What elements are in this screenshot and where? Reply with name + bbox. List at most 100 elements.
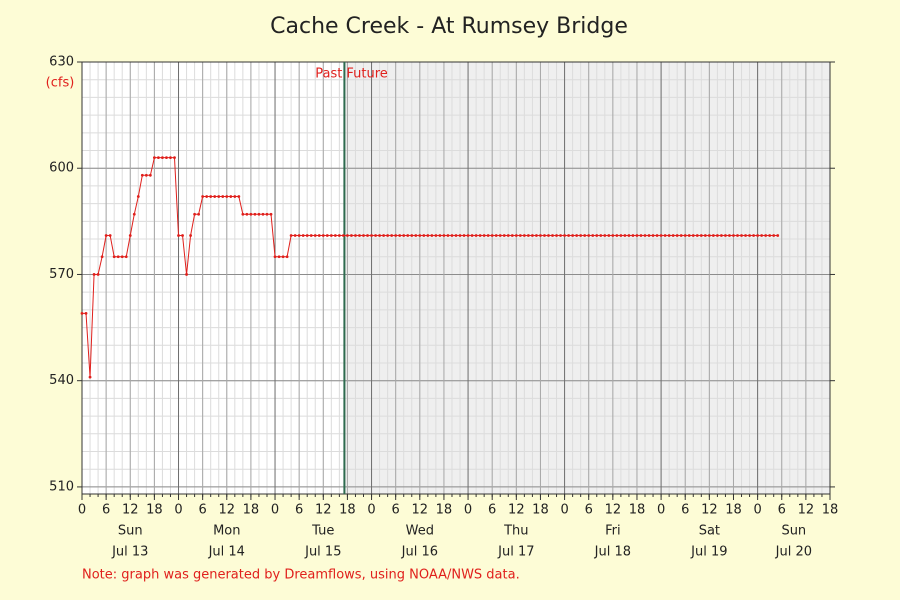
data-point	[715, 234, 719, 237]
data-point	[695, 234, 699, 237]
data-point	[522, 234, 526, 237]
data-point	[185, 273, 188, 276]
data-point	[631, 234, 635, 237]
data-point	[128, 234, 132, 237]
data-point	[583, 234, 587, 237]
data-point	[229, 195, 233, 198]
x-tick-label: 0	[367, 503, 375, 518]
data-point	[446, 234, 450, 237]
future-shade	[344, 62, 830, 494]
y-tick-label: 510	[49, 479, 74, 494]
data-point	[362, 234, 365, 237]
data-point	[92, 273, 96, 276]
x-tick-label: 18	[436, 503, 453, 518]
day-name: Sun	[781, 524, 806, 539]
data-point	[667, 234, 671, 237]
y-tick-label: 600	[49, 161, 74, 176]
data-point	[84, 312, 88, 315]
day-name: Thu	[503, 524, 528, 539]
data-point	[350, 234, 353, 237]
data-point	[728, 234, 731, 237]
data-point	[205, 195, 209, 198]
data-point	[760, 234, 764, 237]
data-point	[321, 234, 325, 237]
x-tick-label: 6	[585, 503, 593, 518]
data-point	[144, 173, 148, 177]
data-point	[567, 234, 571, 237]
data-point	[619, 234, 623, 237]
data-point	[466, 234, 470, 237]
data-point	[366, 234, 369, 237]
data-point	[116, 255, 120, 259]
data-point	[346, 234, 349, 237]
data-point	[426, 234, 430, 237]
x-tick-label: 12	[605, 503, 622, 518]
data-point	[313, 234, 317, 237]
data-point	[486, 234, 490, 237]
data-point	[201, 195, 205, 198]
data-point	[438, 234, 442, 237]
data-point	[257, 212, 261, 216]
data-point	[711, 234, 715, 237]
data-point	[603, 234, 607, 237]
data-point	[112, 255, 116, 259]
data-point	[341, 234, 345, 237]
data-point	[329, 234, 333, 237]
data-point	[539, 234, 542, 237]
data-point	[450, 234, 454, 237]
data-point	[587, 234, 591, 237]
data-point	[724, 234, 727, 237]
data-point	[422, 234, 426, 237]
data-point	[297, 234, 301, 237]
data-point	[269, 212, 273, 216]
data-point	[611, 234, 615, 237]
x-tick-label: 0	[271, 503, 279, 518]
data-point	[169, 156, 172, 160]
x-tick-label: 6	[778, 503, 786, 518]
data-point	[249, 212, 253, 216]
data-point	[161, 156, 164, 160]
x-tick-label: 6	[199, 503, 207, 518]
data-point	[370, 234, 373, 237]
data-point	[237, 195, 241, 198]
data-point	[498, 234, 502, 237]
day-name: Sun	[118, 524, 143, 539]
data-point	[591, 234, 595, 237]
data-point	[776, 234, 780, 237]
data-point	[241, 212, 245, 216]
chart-title: Cache Creek - At Rumsey Bridge	[270, 14, 628, 39]
data-point	[337, 234, 341, 237]
data-point	[744, 234, 747, 237]
data-point	[732, 234, 735, 237]
x-tick-label: 6	[392, 503, 400, 518]
data-point	[221, 195, 225, 198]
data-point	[333, 234, 337, 237]
data-point	[104, 234, 108, 237]
data-point	[470, 234, 474, 237]
data-point	[410, 234, 414, 237]
data-point	[551, 234, 554, 237]
data-point	[148, 173, 152, 177]
x-tick-label: 18	[146, 503, 163, 518]
data-point	[442, 234, 446, 237]
data-point	[285, 255, 289, 259]
x-tick-label: 18	[725, 503, 742, 518]
data-point	[514, 234, 518, 237]
data-point	[518, 234, 522, 237]
data-point	[675, 234, 679, 237]
data-point	[506, 234, 510, 237]
x-tick-label: 18	[339, 503, 356, 518]
data-point	[430, 234, 434, 237]
data-point	[398, 234, 402, 237]
data-point	[736, 234, 739, 237]
data-point	[100, 255, 104, 259]
data-point	[683, 234, 687, 237]
data-point	[96, 273, 100, 276]
x-tick-label: 6	[681, 503, 689, 518]
data-point	[136, 195, 140, 198]
data-point	[555, 234, 558, 237]
data-point	[687, 234, 691, 237]
x-tick-label: 0	[78, 503, 86, 518]
data-point	[627, 234, 631, 237]
